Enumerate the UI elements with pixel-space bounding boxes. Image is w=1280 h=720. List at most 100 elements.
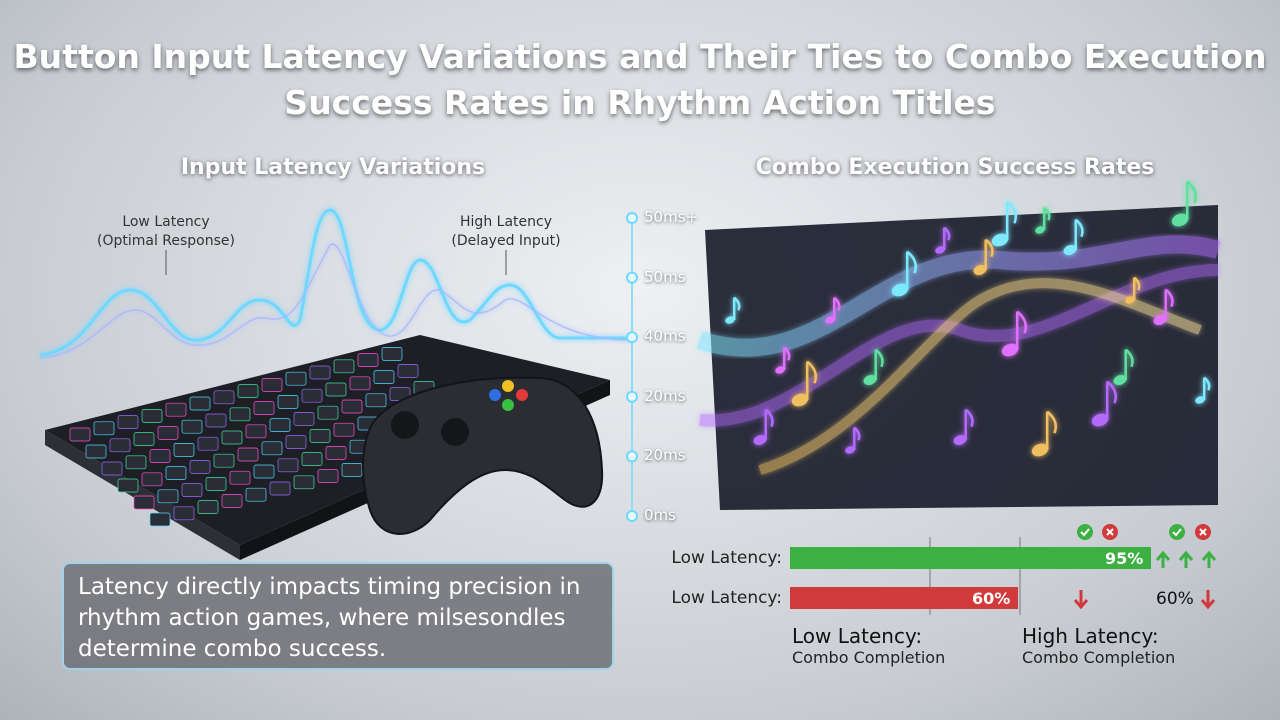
music-note-flag: [783, 346, 791, 361]
music-note-flag: [984, 238, 994, 258]
annotation: Low Latency (Optimal Response): [66, 213, 266, 251]
key: [101, 461, 123, 476]
key: [253, 401, 275, 415]
key: [373, 370, 395, 384]
music-note: [973, 264, 987, 276]
key: [133, 495, 155, 510]
bar-label: Low Latency:: [671, 548, 782, 568]
music-note-flag: [943, 226, 951, 241]
music-note-flag: [733, 296, 741, 311]
key: [269, 481, 291, 496]
key: [381, 347, 403, 361]
key: [197, 436, 219, 451]
music-note: [1091, 413, 1109, 427]
footer-subtitle: Combo Completion: [792, 648, 946, 667]
key: [341, 463, 363, 477]
music-note: [1195, 396, 1205, 404]
key: [165, 466, 187, 480]
key: [245, 487, 267, 502]
key: [285, 371, 307, 386]
annotation-label: High Latency: [460, 214, 552, 230]
music-note-flag: [806, 360, 817, 384]
panel-heading: Input Latency Variations: [180, 155, 486, 180]
scale-label: 50ms: [644, 267, 686, 286]
key: [341, 399, 363, 414]
key: [157, 426, 179, 440]
key: [277, 395, 299, 409]
music-note-flag: [833, 296, 841, 311]
annotation-sublabel: (Delayed Input): [451, 233, 561, 249]
panel-heading: Combo Execution Success Rates: [755, 155, 1155, 180]
key: [173, 506, 195, 521]
footer-title: High Latency:: [1022, 624, 1159, 648]
key: [357, 353, 379, 367]
music-note: [1171, 213, 1189, 227]
music-note: [891, 283, 909, 297]
music-note-flag: [1006, 200, 1017, 224]
scale-tick: [626, 331, 638, 344]
title: Button Input Latency Variations and Thei…: [13, 37, 1267, 122]
music-note: [953, 434, 967, 446]
music-note: [1063, 244, 1077, 256]
key: [237, 447, 259, 462]
music-note: [1031, 443, 1049, 457]
scale-label: 20ms: [644, 386, 686, 405]
scale-tick: [626, 271, 638, 284]
music-note: [991, 233, 1009, 247]
key: [141, 472, 163, 487]
music-note: [1001, 343, 1019, 357]
key: [157, 489, 179, 504]
key: [309, 429, 331, 443]
scale-label: 20ms: [644, 446, 686, 465]
key: [333, 359, 355, 374]
music-note: [725, 316, 735, 324]
music-panel: [697, 180, 1221, 510]
music-note: [845, 446, 855, 454]
key: [245, 424, 267, 439]
key: [261, 441, 283, 456]
footer-subtitle: Combo Completion: [1022, 648, 1176, 667]
music-note-flag: [1043, 206, 1051, 221]
footer: High Latency: Combo Completion: [1022, 624, 1175, 667]
music-note: [935, 246, 945, 254]
key: [85, 444, 107, 459]
key: [349, 376, 371, 391]
key: [221, 494, 243, 508]
music-note: [1125, 296, 1135, 304]
key: [301, 388, 323, 403]
music-note-flag: [964, 408, 974, 428]
key: [397, 364, 419, 378]
key: [285, 435, 307, 449]
key: [293, 475, 315, 490]
key: [149, 512, 171, 527]
key: [277, 458, 299, 473]
bar: [790, 547, 1151, 569]
key: [237, 384, 259, 398]
latency-wave: [39, 208, 633, 359]
key: [93, 421, 115, 436]
key: [213, 390, 235, 405]
music-note-flag: [853, 426, 861, 441]
key: [181, 483, 203, 497]
key: [197, 500, 219, 514]
key: [325, 382, 347, 397]
music-note-flag: [1106, 380, 1117, 404]
key: [221, 430, 243, 445]
key: [213, 453, 235, 468]
music-note: [1113, 374, 1127, 386]
key: [165, 402, 187, 417]
status-icons: [1073, 524, 1217, 610]
music-note-flag: [1124, 348, 1134, 368]
annotation-sublabel: (Optimal Response): [96, 233, 235, 249]
key: [109, 438, 131, 453]
music-note: [791, 393, 809, 407]
key: [269, 418, 291, 432]
key: [325, 446, 347, 460]
music-note-flag: [1186, 180, 1197, 204]
bar-label: Low Latency:: [671, 588, 782, 608]
music-note-flag: [764, 408, 774, 428]
bar: [790, 587, 1018, 609]
key: [69, 427, 91, 442]
key: [317, 469, 339, 483]
